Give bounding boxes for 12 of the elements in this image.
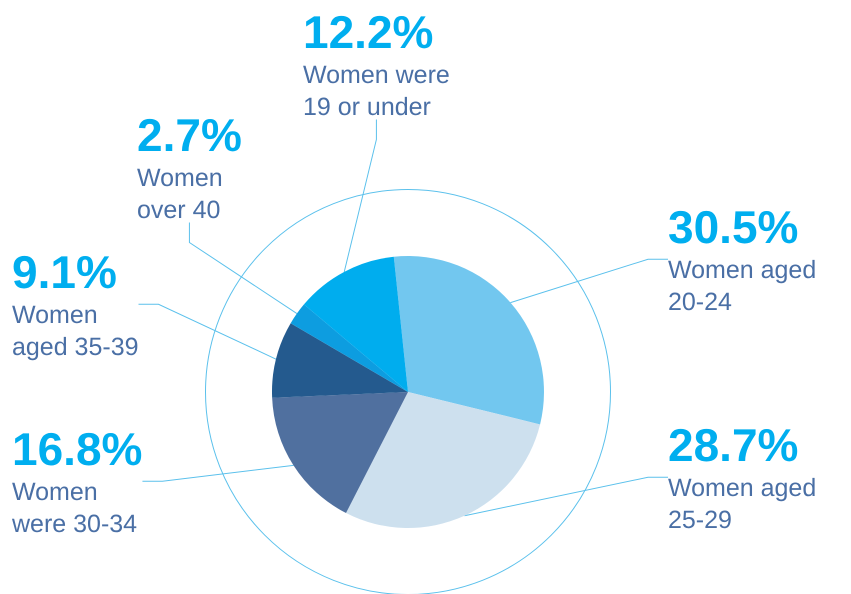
- data-label: 16.8%: [12, 423, 142, 475]
- slice-label: Women aged 35-39: [12, 301, 139, 361]
- slice-label: Women were 19 or under: [303, 61, 450, 121]
- slice-label: Women aged 25-29: [668, 474, 816, 534]
- slice-label: Women aged 20-24: [668, 256, 816, 316]
- data-label: 28.7%: [668, 419, 798, 471]
- slice-label: Women were 30-34: [11, 478, 138, 538]
- slice-label: Women over 40: [137, 164, 223, 224]
- data-label: 9.1%: [12, 246, 117, 298]
- data-label: 2.7%: [137, 109, 242, 161]
- data-label: 30.5%: [668, 201, 798, 253]
- data-label: 12.2%: [303, 6, 434, 58]
